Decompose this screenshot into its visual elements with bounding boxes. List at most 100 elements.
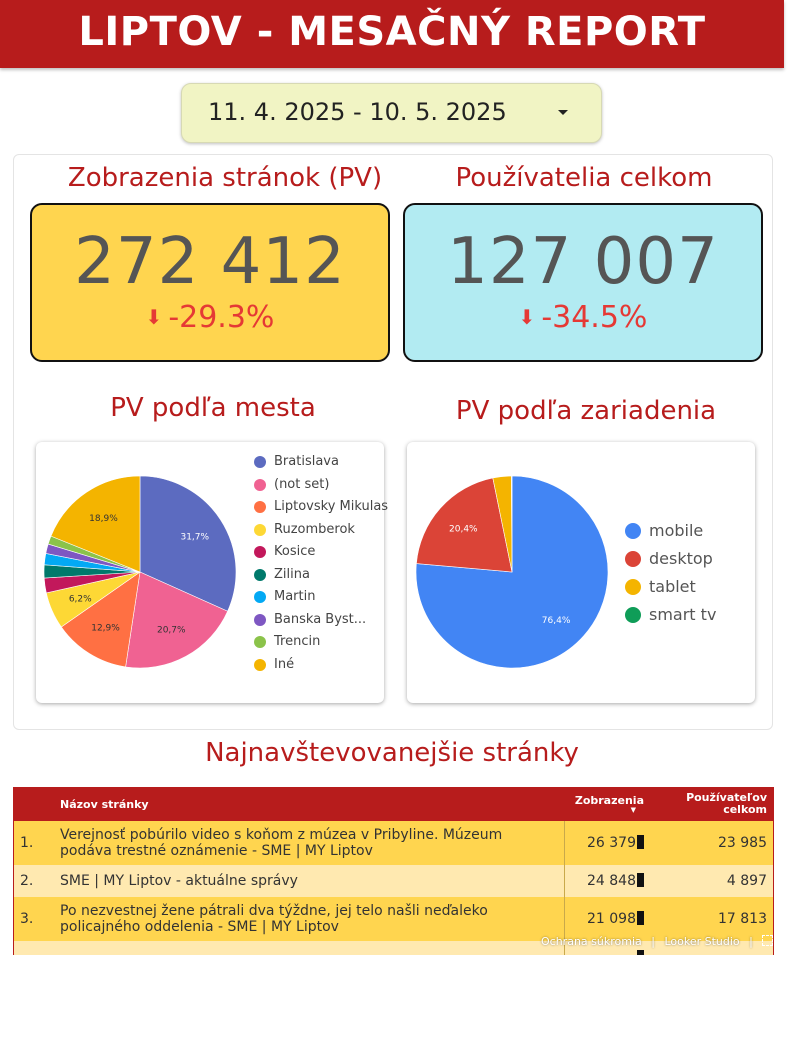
legend-swatch <box>254 478 266 491</box>
legend-item[interactable]: Martin <box>254 589 394 605</box>
legend-swatch <box>254 591 266 603</box>
city-legend: Bratislava (not set) Liptovsky Mikulas Ruzo… <box>254 454 394 679</box>
legend-swatch <box>254 456 266 468</box>
arrow-down-icon: ⬇ <box>145 305 163 329</box>
page-views-value: 272 412 <box>74 225 346 299</box>
legend-swatch <box>625 551 641 567</box>
legend-item[interactable]: Banska Byst... <box>254 612 394 628</box>
chevron-down-icon[interactable] <box>558 110 568 115</box>
pie-slice[interactable] <box>125 571 229 669</box>
column-header-users[interactable]: Používateľov celkom <box>650 787 773 821</box>
report-title: LIPTOV - MESAČNÝ REPORT <box>78 9 706 55</box>
page-views-scorecard: 272 412 ⬇ -29.3% <box>30 203 390 362</box>
pie-slice[interactable] <box>416 477 513 573</box>
row-views: 21 098 <box>564 897 650 941</box>
table-row[interactable]: 2. SME | MY Liptov - aktuálne správy 24 … <box>14 865 773 897</box>
arrow-down-icon: ⬇ <box>518 305 536 329</box>
legend-item[interactable]: Zilina <box>254 567 394 583</box>
table-row[interactable]: 3. Po nezvestnej žene pátrali dva týždne… <box>14 897 773 941</box>
top-pages-table: Názov stránky Zobrazenia ▼ Používateľov … <box>13 787 774 955</box>
legend-label: Banska Byst... <box>274 611 367 627</box>
table-row-partial[interactable] <box>14 941 773 955</box>
legend-label: tablet <box>649 577 696 596</box>
row-views-value: 21 098 <box>587 911 636 927</box>
legend-swatch <box>254 613 266 626</box>
legend-label: Kosice <box>274 544 316 559</box>
legend-swatch <box>254 546 266 558</box>
row-rank: 1. <box>14 821 54 865</box>
legend-label: Martin <box>274 589 316 604</box>
legend-item[interactable]: Kosice <box>254 544 394 560</box>
bar-indicator <box>637 873 644 887</box>
legend-label: smart tv <box>649 605 717 624</box>
row-page-name[interactable]: Verejnosť pobúrilo video s koňom z múzea… <box>54 821 565 865</box>
table-row[interactable]: 1. Verejnosť pobúrilo video s koňom z mú… <box>14 821 773 865</box>
legend-item[interactable]: tablet <box>625 577 716 597</box>
date-range-picker[interactable]: 11. 4. 2025 - 10. 5. 2025 <box>181 83 602 143</box>
legend-item[interactable]: Bratislava <box>254 454 394 470</box>
row-views: 24 848 <box>564 865 650 897</box>
legend-label: Bratislava <box>274 454 339 469</box>
legend-swatch <box>625 579 641 595</box>
city-chart-title: PV podľa mesta <box>110 393 316 423</box>
pie-slice[interactable] <box>415 476 609 669</box>
legend-swatch <box>625 607 641 623</box>
legend-swatch <box>625 523 641 539</box>
users-title: Používatelia celkom <box>455 163 713 193</box>
legend-swatch <box>254 658 266 671</box>
users-change: ⬇ -34.5% <box>405 300 761 335</box>
legend-swatch <box>254 636 266 648</box>
row-views-value: 26 379 <box>587 835 636 851</box>
pie-slice-label: 20,4% <box>449 525 478 535</box>
pie-slice-label: 12,9% <box>91 623 120 633</box>
legend-item[interactable]: Ruzomberok <box>254 522 394 538</box>
pie-slice[interactable] <box>50 476 141 573</box>
legend-item[interactable]: desktop <box>625 549 716 569</box>
legend-label: Ruzomberok <box>274 521 355 537</box>
footer-separator: | <box>651 935 655 948</box>
device-pie-chart: 76,4% 20,4% <box>415 476 609 669</box>
privacy-link[interactable]: Ochrana súkromia <box>541 935 642 948</box>
legend-item[interactable]: Trencin <box>254 634 394 650</box>
legend-label: mobile <box>649 521 704 540</box>
looker-studio-link[interactable]: Looker Studio <box>664 935 740 948</box>
legend-item[interactable]: (not set) <box>254 477 394 493</box>
legend-item[interactable]: Liptovsky Mikulas <box>254 499 394 515</box>
legend-label: Trencin <box>274 634 321 649</box>
users-change-value: -34.5% <box>541 300 648 335</box>
fullscreen-icon[interactable] <box>762 935 774 946</box>
legend-label: Iné <box>274 656 295 672</box>
legend-label: desktop <box>649 549 713 568</box>
legend-swatch <box>254 523 266 536</box>
footer-separator: | <box>749 935 753 948</box>
row-page-name[interactable]: SME | MY Liptov - aktuálne správy <box>54 865 565 897</box>
embed-footer: Ochrana súkromia | Looker Studio | <box>538 935 776 948</box>
row-users: 23 985 <box>650 821 773 865</box>
pie-slice-label: 6,2% <box>69 594 92 604</box>
column-header-views[interactable]: Zobrazenia ▼ <box>564 787 650 821</box>
pie-slice[interactable] <box>139 476 237 612</box>
bar-indicator <box>637 950 644 955</box>
column-header-name[interactable]: Názov stránky <box>54 787 564 821</box>
city-pie-chart: 31,7% 20,7% 12,9% 6,2% 18,9% <box>43 476 237 669</box>
top-pages-title: Najnavštevovanejšie stránky <box>205 738 579 768</box>
row-page-name[interactable]: Po nezvestnej žene pátrali dva týždne, j… <box>54 897 565 941</box>
legend-label: Zilina <box>274 566 310 582</box>
legend-label: Liptovsky Mikulas <box>274 499 389 514</box>
date-range-value: 11. 4. 2025 - 10. 5. 2025 <box>208 98 507 126</box>
bar-indicator <box>637 911 644 925</box>
device-chart-title: PV podľa zariadenia <box>455 396 717 426</box>
legend-item[interactable]: smart tv <box>625 605 716 625</box>
page-views-change-value: -29.3% <box>168 300 275 335</box>
page-views-change: ⬇ -29.3% <box>32 300 388 335</box>
users-scorecard: 127 007 ⬇ -34.5% <box>403 203 763 362</box>
overview-panel: Zobrazenia stránok (PV) Používatelia cel… <box>13 154 773 730</box>
device-legend: mobile desktop tablet smart tv <box>625 521 716 633</box>
pie-slice[interactable] <box>511 476 513 573</box>
pie-slice[interactable] <box>60 571 141 668</box>
row-rank: 2. <box>14 865 54 897</box>
legend-item[interactable]: Iné <box>254 657 394 673</box>
legend-item[interactable]: mobile <box>625 521 716 541</box>
sort-desc-icon[interactable]: ▼ <box>630 806 636 814</box>
pie-slice-label: 76,4% <box>542 616 571 626</box>
